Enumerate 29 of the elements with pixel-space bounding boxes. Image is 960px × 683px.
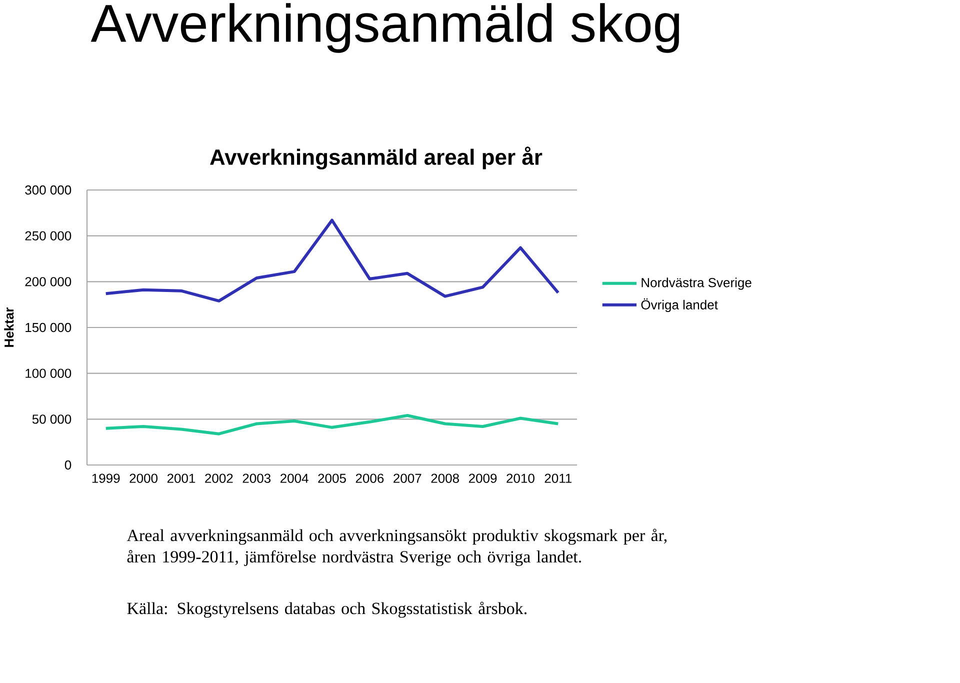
y-tick-label: 200 000: [25, 277, 72, 286]
y-tick-label: 150 000: [26, 322, 72, 332]
legend-label: Övriga landet: [641, 298, 718, 312]
x-tick-label: 2011: [544, 474, 572, 483]
y-tick-label: 300 000: [25, 185, 72, 195]
x-tick-label: 2004: [280, 474, 308, 483]
line-series: [104, 414, 560, 436]
x-tick-label: 2003: [242, 474, 271, 483]
x-tick-label: 2010: [506, 474, 534, 483]
x-tick-label: 2000: [130, 474, 158, 483]
y-tick-label: 100 000: [26, 368, 72, 378]
x-tick-label: 2008: [431, 474, 459, 483]
text: Areal avverkningsanmäld och avverkningsansökt produktiv skogsmark per år, åren 1999-2011, jämförelse nordvästra Sverige och övriga landet.: [126, 528, 667, 566]
x-tick-label: 2005: [318, 474, 346, 483]
x-tick-label: 2007: [394, 474, 422, 483]
x-tick-label: 2009: [468, 474, 497, 483]
y-tick-label: 50 000: [32, 414, 72, 424]
y-axis-title: Hektar: [4, 307, 14, 347]
x-tick-label: 2001: [167, 474, 196, 483]
line-series: [104, 218, 560, 302]
y-tick-label: 0: [64, 460, 72, 470]
legend-label: Nordvästra Sverige: [642, 278, 752, 290]
x-tick-label: 2002: [205, 474, 233, 483]
x-tick-label: 2006: [356, 474, 384, 483]
y-tick-label: 250 000: [25, 231, 72, 240]
chart-title: Avverkningsanmäld skog: [90, 3, 680, 53]
chart-subtitle: Avverkningsanmäld areal per år: [210, 146, 542, 170]
text: Källa: Skogstyrelsens databas och Skogsstatistisk årsbok.: [127, 602, 526, 618]
x-tick-label: 1999: [92, 474, 120, 483]
